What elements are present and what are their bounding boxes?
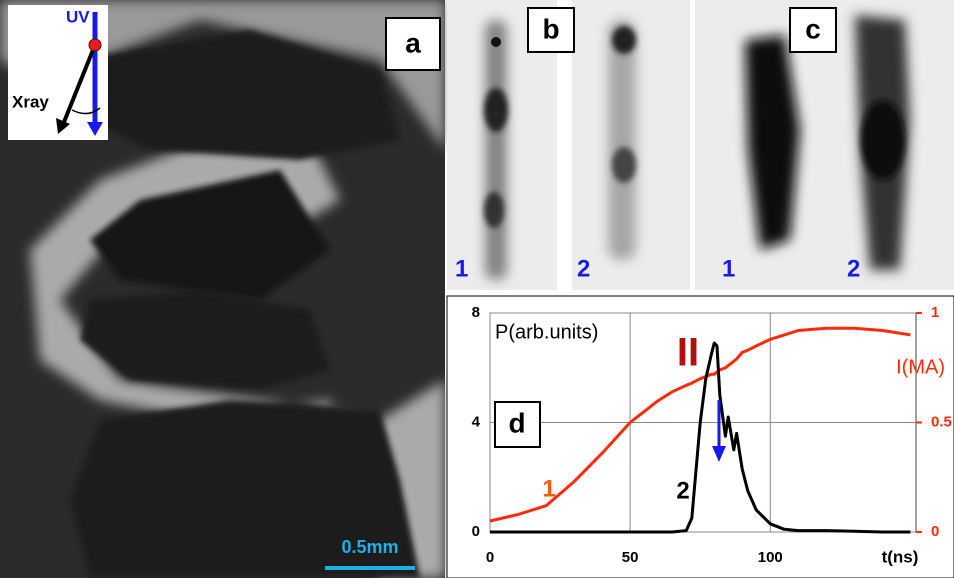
strip-label: 2: [847, 255, 860, 282]
panel-label-box: [494, 401, 541, 448]
strip-label: 1: [722, 255, 735, 282]
y2-axis-label: I(MA): [896, 356, 945, 378]
curve-label: 1: [542, 475, 555, 502]
strip-label: 1: [455, 255, 468, 282]
panel-label: b: [542, 13, 559, 44]
x-tick-label: 50: [622, 549, 639, 566]
panel-a-image: [0, 0, 445, 578]
x-tick-label: 0: [486, 549, 494, 566]
y-axis-label: P(arb.units): [495, 321, 598, 343]
x-tick-label: 100: [758, 549, 783, 566]
x-axis-label: t(ns): [882, 547, 919, 566]
y2-tick-label: 1: [931, 304, 939, 321]
y-tick-label: 4: [472, 413, 481, 430]
scale-label: 0.5mm: [341, 537, 398, 557]
panel-label: a: [405, 27, 421, 58]
y-tick-label: 0: [472, 523, 480, 540]
annotation: II: [677, 331, 699, 375]
y-tick-label: 8: [472, 304, 480, 321]
series-line: [490, 341, 911, 534]
uv-label: UV: [66, 7, 90, 26]
panel-label: d: [508, 407, 525, 438]
curve-label: 2: [676, 477, 689, 504]
strip-label: 2: [577, 255, 590, 282]
arrow-head: [712, 446, 726, 462]
xray-label: Xray: [12, 92, 49, 111]
panel-b-image: [447, 0, 690, 290]
panel-label: c: [805, 13, 821, 44]
panel-c-image: [695, 0, 954, 290]
y2-tick-label: 0: [931, 523, 939, 540]
y2-tick-label: 0.5: [931, 413, 952, 430]
